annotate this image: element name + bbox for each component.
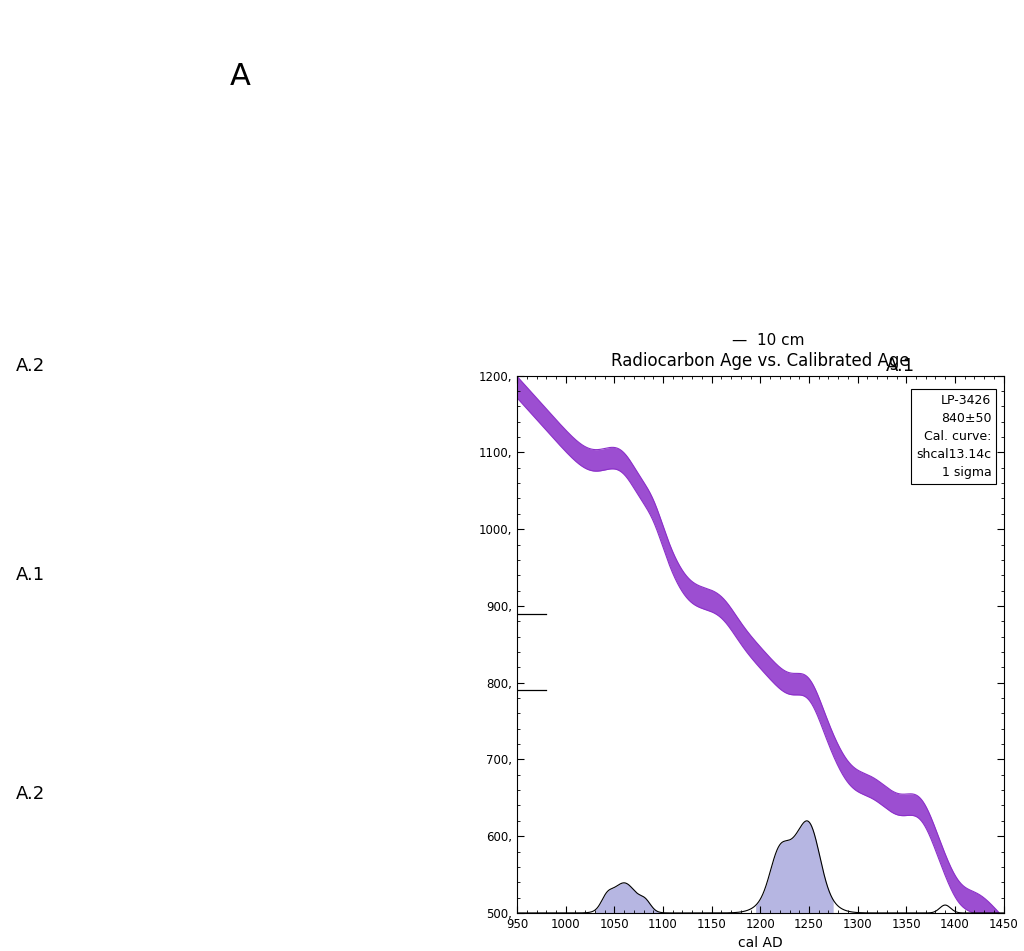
X-axis label: cal AD: cal AD [738, 937, 782, 950]
Text: A.2: A.2 [15, 785, 45, 803]
Title: Radiocarbon Age vs. Calibrated Age: Radiocarbon Age vs. Calibrated Age [611, 352, 909, 370]
Text: A.2: A.2 [15, 357, 45, 375]
Text: —  10 cm: — 10 cm [732, 333, 805, 348]
Text: A.1: A.1 [886, 357, 914, 375]
Text: A: A [230, 62, 251, 90]
Text: A.1: A.1 [15, 566, 44, 584]
Text: LP-3426
840±50
Cal. curve:
shcal13.14c
1 sigma: LP-3426 840±50 Cal. curve: shcal13.14c 1… [916, 395, 991, 479]
